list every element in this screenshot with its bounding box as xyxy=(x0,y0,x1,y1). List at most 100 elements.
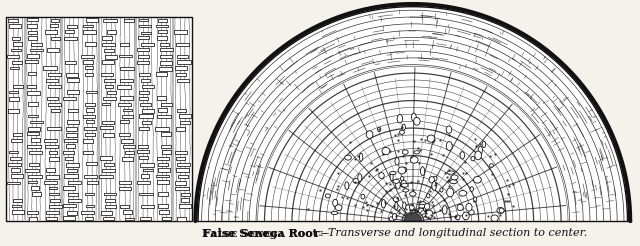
Bar xyxy=(102,121,114,124)
Bar xyxy=(6,17,192,221)
Bar xyxy=(142,121,151,124)
Bar xyxy=(177,55,188,58)
Bar xyxy=(102,43,115,46)
Bar xyxy=(105,85,113,88)
Ellipse shape xyxy=(468,210,474,215)
Bar xyxy=(32,192,41,196)
Bar xyxy=(119,55,132,57)
Bar xyxy=(141,31,152,34)
Bar xyxy=(45,211,59,215)
Bar xyxy=(157,163,168,166)
Bar xyxy=(175,30,188,34)
Bar xyxy=(102,133,113,137)
Bar xyxy=(176,168,189,172)
Ellipse shape xyxy=(412,113,416,121)
Bar xyxy=(83,115,95,118)
Bar xyxy=(140,217,151,220)
Ellipse shape xyxy=(457,204,463,211)
Ellipse shape xyxy=(497,208,504,214)
Bar xyxy=(27,18,38,21)
Bar xyxy=(120,96,132,100)
Bar xyxy=(51,19,60,22)
Ellipse shape xyxy=(332,211,338,215)
Bar xyxy=(84,217,93,220)
Bar xyxy=(66,163,79,167)
Ellipse shape xyxy=(433,176,437,181)
Bar xyxy=(63,216,75,220)
Bar xyxy=(179,114,191,118)
Bar xyxy=(177,163,190,166)
Ellipse shape xyxy=(401,180,406,187)
Bar xyxy=(27,85,36,88)
Bar xyxy=(13,85,23,88)
Ellipse shape xyxy=(403,202,406,209)
Bar xyxy=(10,157,21,160)
Bar xyxy=(161,145,172,148)
Ellipse shape xyxy=(446,126,452,133)
Bar xyxy=(141,43,154,46)
Ellipse shape xyxy=(335,205,342,211)
Bar xyxy=(177,79,189,82)
Bar xyxy=(120,67,134,71)
Bar xyxy=(81,211,94,214)
Bar xyxy=(27,54,39,58)
Bar xyxy=(30,121,43,123)
Bar xyxy=(44,181,58,184)
Bar xyxy=(158,204,168,208)
Bar xyxy=(100,156,112,160)
Bar xyxy=(47,48,59,52)
Bar xyxy=(140,163,154,167)
Bar xyxy=(104,163,114,166)
Bar xyxy=(140,73,150,76)
Bar xyxy=(140,91,149,94)
Bar xyxy=(31,138,40,142)
Bar xyxy=(175,187,189,190)
Bar xyxy=(48,103,61,106)
Bar xyxy=(139,127,149,130)
Bar xyxy=(141,79,150,82)
Bar xyxy=(86,162,97,165)
Ellipse shape xyxy=(345,182,349,189)
Bar xyxy=(163,150,171,154)
Bar xyxy=(175,66,187,70)
Bar xyxy=(176,43,189,46)
Ellipse shape xyxy=(447,188,454,197)
Bar xyxy=(139,97,148,100)
Bar xyxy=(122,115,133,118)
Bar xyxy=(157,157,169,160)
Ellipse shape xyxy=(432,182,436,190)
Bar xyxy=(29,151,42,154)
Bar xyxy=(125,151,134,154)
Bar xyxy=(28,36,37,40)
Bar xyxy=(67,211,77,215)
Bar xyxy=(160,43,169,46)
Bar xyxy=(46,168,55,172)
Bar xyxy=(159,67,172,71)
Bar xyxy=(67,169,77,171)
Ellipse shape xyxy=(460,152,465,159)
Ellipse shape xyxy=(353,179,359,183)
Bar xyxy=(8,163,21,166)
Bar xyxy=(120,43,129,46)
Ellipse shape xyxy=(410,192,416,196)
Bar xyxy=(64,174,78,178)
Bar xyxy=(85,73,93,76)
Bar xyxy=(28,31,36,34)
Ellipse shape xyxy=(447,171,454,174)
Bar xyxy=(49,157,60,161)
Bar xyxy=(28,127,40,131)
Bar xyxy=(86,133,95,136)
Bar xyxy=(84,175,97,178)
Bar xyxy=(64,139,77,142)
Bar xyxy=(158,19,167,22)
Bar xyxy=(68,109,78,112)
Bar xyxy=(178,175,188,178)
Bar xyxy=(9,24,20,28)
Ellipse shape xyxy=(440,188,443,192)
Bar xyxy=(28,72,36,76)
Bar xyxy=(45,145,58,148)
Bar xyxy=(45,175,59,179)
Bar xyxy=(63,204,76,207)
Bar xyxy=(157,108,167,112)
Bar xyxy=(100,211,112,215)
